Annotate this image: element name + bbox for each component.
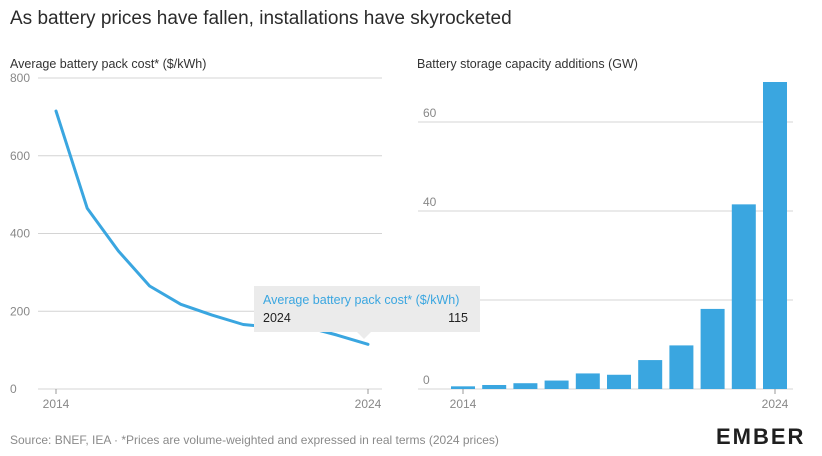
capacity-bar xyxy=(575,373,600,389)
left-y-tick-label: 400 xyxy=(10,227,30,241)
capacity-bar xyxy=(763,82,787,389)
capacity-bar xyxy=(731,204,756,389)
capacity-bar xyxy=(607,374,631,389)
capacity-bar xyxy=(700,308,725,389)
right-bars xyxy=(451,82,787,389)
left-tick-labels: 0 200 400 600 800 2014 2024 xyxy=(10,71,382,411)
right-chart-title: Battery storage capacity additions (GW) xyxy=(417,57,638,71)
chart-title: As battery prices have fallen, installat… xyxy=(10,8,512,29)
left-y-tick-label: 0 xyxy=(10,382,17,396)
capacity-bar xyxy=(482,384,507,389)
right-y-tick-label: 40 xyxy=(423,195,437,209)
capacity-bar xyxy=(669,345,694,389)
tooltip-year: 2024 xyxy=(263,311,291,325)
right-y-tick-label: 0 xyxy=(423,373,430,387)
left-x-tick-label: 2014 xyxy=(43,397,70,411)
capacity-bar xyxy=(451,386,475,389)
left-x-tick-label: 2024 xyxy=(355,397,382,411)
left-y-tick-label: 600 xyxy=(10,149,30,163)
tooltip: Average battery pack cost* ($/kWh) 2024 … xyxy=(254,286,480,339)
right-y-tick-label: 60 xyxy=(423,106,437,120)
tooltip-value: 115 xyxy=(448,311,468,325)
left-gridlines xyxy=(38,77,382,390)
left-chart-title: Average battery pack cost* ($/kWh) xyxy=(10,57,207,71)
capacity-bar xyxy=(513,383,538,389)
right-x-tick-label: 2024 xyxy=(762,397,789,411)
capacity-bar xyxy=(544,380,569,389)
left-y-tick-label: 200 xyxy=(10,304,30,318)
right-x-tick-label: 2014 xyxy=(450,397,477,411)
tooltip-series-label: Average battery pack cost* ($/kWh) xyxy=(263,293,460,307)
left-y-tick-label: 800 xyxy=(10,71,30,85)
capacity-bar xyxy=(638,360,663,389)
source-note: Source: BNEF, IEA · *Prices are volume-w… xyxy=(10,433,499,447)
ember-logo: EMBER xyxy=(716,424,806,449)
right-gridlines xyxy=(418,121,793,390)
